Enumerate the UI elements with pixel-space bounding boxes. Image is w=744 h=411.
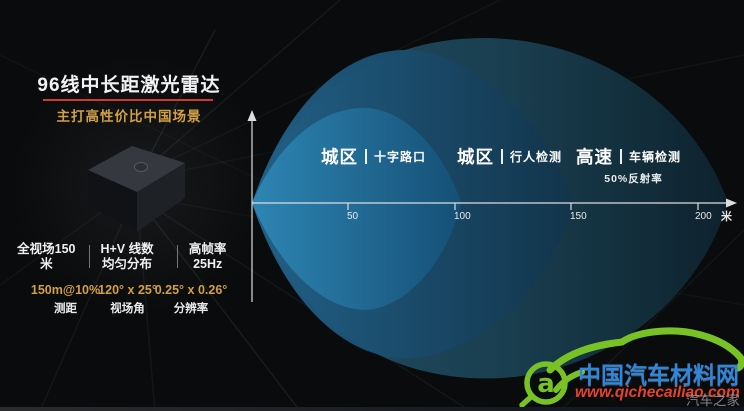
range-petal-intersection: [252, 107, 461, 310]
spec-lines: H+V 线数 均匀分布: [87, 242, 168, 272]
x-tick-label-200: 200: [695, 211, 712, 222]
spec-range-label: 测距: [54, 303, 77, 315]
device-emblem: [134, 162, 148, 172]
scenario-zone: 城区: [457, 146, 494, 167]
scenario-label-intersection: 城区 十字路口: [321, 146, 427, 167]
spec-divider-1: [89, 245, 90, 268]
scenario-separator: [501, 148, 503, 164]
spec-framerate: 高帧率 25Hz: [167, 242, 248, 272]
spec-resolution-value: 0.25° x 0.26°: [154, 283, 228, 297]
spec-resolution-label: 分辨率: [173, 303, 209, 315]
lidar-device: [88, 146, 185, 232]
spec-fov: 全视场150 米: [6, 242, 87, 272]
scenario-label-pedestrian: 城区 行人检测: [457, 146, 563, 167]
x-tick-label-50: 50: [347, 211, 359, 222]
x-axis-arrow: [726, 198, 737, 208]
car-roof-outline: [546, 327, 744, 374]
page-title: 96线中长距激光雷达: [37, 75, 221, 96]
watermark-site-name: 中国汽车材料网: [578, 362, 739, 388]
logo-letter: a: [537, 369, 555, 399]
scenario-zone: 城区: [321, 146, 358, 167]
spec-lines-line2: 均匀分布: [102, 257, 153, 271]
watermark-site-url: www.qichecailiao.com: [575, 384, 740, 401]
spec-framerate-line1: 高帧率: [188, 242, 227, 256]
range-petals: [252, 37, 728, 379]
spec-fov-angle-value: 120° x 25°: [98, 283, 157, 297]
scenario-detail: 行人检测: [510, 149, 563, 164]
spec-lines-line1: H+V 线数: [100, 242, 154, 256]
watermark-logo: a: [519, 327, 744, 408]
spec-framerate-line2: 25Hz: [193, 257, 223, 271]
spec-range-value: 150m@10%: [30, 283, 101, 297]
spec-range: 150m@10% 测距: [18, 284, 113, 316]
axes: [251, 118, 727, 302]
device-face-left: [88, 170, 137, 232]
x-tick-label-150: 150: [570, 211, 587, 222]
device-face-right: [137, 163, 185, 232]
logo-ring: [524, 361, 568, 405]
scenario-detail: 车辆检测: [629, 149, 682, 164]
spec-fov-line1: 全视场150: [17, 242, 76, 256]
bottom-edge-strip: [0, 407, 744, 411]
logo-handle: [519, 393, 535, 408]
spec-fov-line2: 米: [40, 257, 53, 271]
spec-divider-2: [177, 245, 178, 268]
spec-fov-angle: 120° x 25° 视场角: [85, 284, 170, 316]
spec-primary-row: 全视场150 米 H+V 线数 均匀分布 高帧率 25Hz: [6, 242, 248, 272]
scenario-separator: [365, 148, 367, 164]
x-tick-label-100: 100: [454, 211, 471, 222]
watermark-corner-text: 汽车之家: [686, 393, 740, 408]
scenario-separator: [620, 148, 622, 164]
spec-resolution: 0.25° x 0.26° 分辨率: [145, 284, 237, 316]
title-underline: [43, 99, 213, 101]
scenario-label-highway: 高速 车辆检测: [576, 146, 682, 167]
scenario-zone: 高速: [576, 146, 613, 167]
x-axis-unit: 米: [721, 211, 732, 223]
scenario-detail: 十字路口: [374, 149, 427, 164]
spec-fov-angle-label: 视场角: [110, 303, 145, 315]
page-subtitle: 主打高性价比中国场景: [56, 109, 202, 124]
scenario-reflectivity-note: 50%反射率: [604, 173, 663, 185]
y-axis-arrow: [247, 110, 257, 121]
